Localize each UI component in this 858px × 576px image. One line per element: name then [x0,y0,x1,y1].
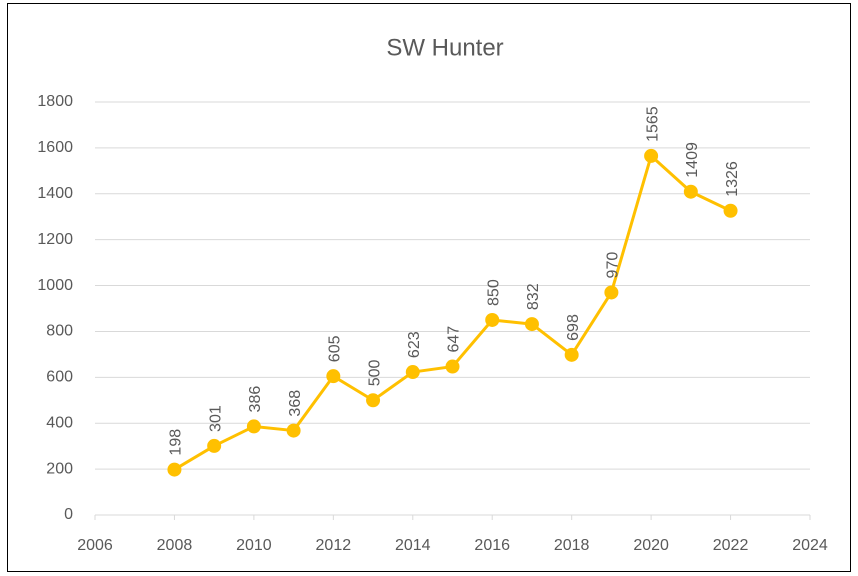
point [604,285,619,300]
x-tick-label: 2024 [792,537,828,554]
data-label: 368 [287,390,304,417]
data-label: 198 [168,429,185,456]
data-label: 850 [485,279,502,306]
y-tick-label: 1400 [37,185,73,202]
y-tick-label: 800 [46,323,73,340]
x-tick-label: 2008 [157,537,193,554]
data-label: 1326 [724,161,741,197]
x-tick-label: 2010 [236,537,272,554]
data-label: 1565 [644,106,661,142]
data-label: 647 [446,326,463,353]
point [485,312,500,327]
x-tick-label: 2012 [316,537,352,554]
data-label: 970 [605,252,622,279]
chart-title: SW Hunter [386,34,503,61]
x-tick-label: 2020 [633,537,669,554]
data-label: 500 [366,359,383,386]
chart-border [7,3,851,572]
data-label: 386 [247,386,264,413]
y-tick-label: 0 [64,506,73,523]
data-label: 623 [406,331,423,358]
y-tick-label: 1000 [37,277,73,294]
point [524,317,539,332]
x-tick-label: 2016 [474,537,510,554]
point [405,365,420,380]
point [286,423,301,438]
y-tick-label: 1800 [37,93,73,110]
data-label: 1409 [684,142,701,178]
data-label: 605 [327,335,344,362]
point [564,347,579,362]
data-label: 301 [207,405,224,432]
point [326,369,341,384]
y-tick-label: 1200 [37,231,73,248]
point [366,393,381,408]
point [207,438,222,453]
y-tick-label: 1600 [37,139,73,156]
point [445,359,460,374]
y-tick-label: 600 [46,369,73,386]
data-label: 698 [565,314,582,341]
x-tick-label: 2022 [713,537,749,554]
point [683,184,698,199]
data-label: 832 [525,283,542,310]
y-tick-label: 400 [46,414,73,431]
x-tick-label: 2014 [395,537,431,554]
point [167,462,182,477]
point [246,419,261,434]
x-tick-label: 2006 [77,537,113,554]
point [723,203,738,218]
y-tick-label: 200 [46,460,73,477]
point [644,148,659,163]
x-tick-label: 2018 [554,537,590,554]
